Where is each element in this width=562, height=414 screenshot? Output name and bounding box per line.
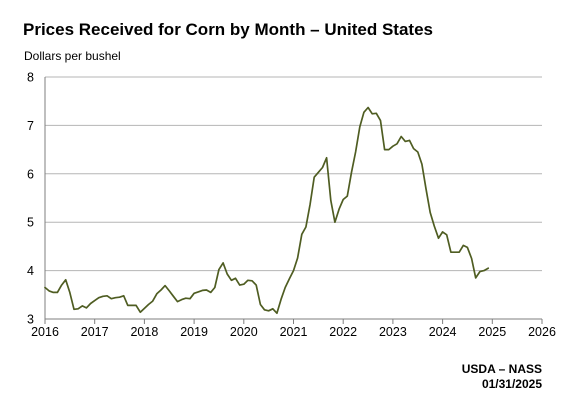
y-tick-label: 6 <box>27 167 34 181</box>
x-tick-label: 2023 <box>379 325 407 339</box>
source-note: USDA – NASS 01/31/2025 <box>462 362 542 392</box>
x-tick-label: 2020 <box>230 325 258 339</box>
x-tick-label: 2025 <box>478 325 506 339</box>
y-tick-label: 4 <box>27 264 34 278</box>
x-tick-label: 2024 <box>429 325 457 339</box>
x-tick-label: 2021 <box>280 325 308 339</box>
y-tick-label: 5 <box>27 216 34 230</box>
y-tick-label: 8 <box>27 71 34 85</box>
chart-title: Prices Received for Corn by Month – Unit… <box>23 20 433 39</box>
source-agency: USDA – NASS <box>461 362 542 376</box>
axes <box>44 77 542 320</box>
x-tick-label: 2017 <box>81 325 109 339</box>
series-group <box>44 106 490 315</box>
y-axis-label: Dollars per bushel <box>24 49 121 63</box>
gridlines <box>45 76 542 272</box>
y-axis-ticks: 3 4 5 6 7 8 <box>27 71 34 327</box>
x-axis-ticks: 2016 2017 2018 2019 2020 2021 2022 2023 2024 2025… <box>31 319 556 339</box>
x-tick-label: 2022 <box>329 325 357 339</box>
y-tick-label: 7 <box>27 119 34 133</box>
release-date: 01/31/2025 <box>481 377 542 391</box>
x-tick-label: 2019 <box>180 325 208 339</box>
x-tick-label: 2026 <box>528 325 556 339</box>
x-tick-label: 2018 <box>130 325 158 339</box>
x-tick-label: 2016 <box>31 325 59 339</box>
y-tick-label: 3 <box>27 313 34 327</box>
price-series-line <box>44 106 490 315</box>
